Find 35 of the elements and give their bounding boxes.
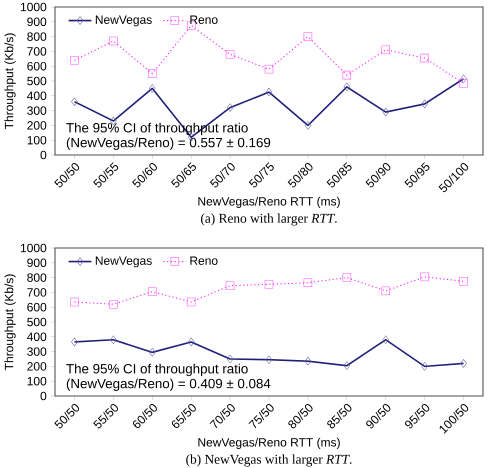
annotation: (NewVegas/Reno) = 0.409 ± 0.084 [66, 378, 270, 391]
legend-label: Reno [190, 16, 218, 24]
y-tick-label: 700 [27, 288, 46, 297]
y-tick-label: 500 [27, 76, 46, 86]
y-tick-label: 800 [27, 32, 46, 41]
annotation: (NewVegas/Reno) = 0.557 ± 0.169 [66, 138, 270, 150]
y-tick-label: 1000 [20, 2, 46, 12]
y-tick-label: 1000 [20, 244, 46, 252]
y-tick-label: 400 [26, 92, 46, 100]
text: (a) Reno with larger RTT. [201, 213, 337, 226]
y-axis-title: Throughput (Kb/s) [4, 274, 16, 370]
y-tick-label: 0 [40, 150, 46, 160]
x-axis-title: NewVegas/Reno RTT (ms) [198, 196, 340, 208]
y-tick-label: 200 [27, 362, 46, 371]
x-axis-title: NewVegas/Reno RTT (ms) [198, 438, 340, 449]
y-tick-label: 500 [27, 318, 46, 326]
y-tick-label: 600 [27, 62, 46, 70]
y-axis-title: Throughput (Kb/s) [4, 33, 16, 130]
y-tick-label: 0 [40, 392, 46, 400]
y-tick-label: 300 [27, 106, 46, 115]
annotation: The 95% CI of throughput ratio [66, 364, 248, 376]
text: (b) NewVegas with larger RTT. [186, 454, 352, 467]
y-tick-label: 900 [27, 18, 46, 26]
y-tick-label: 200 [27, 121, 46, 130]
y-tick-label: 100 [28, 136, 46, 144]
legend-label: Reno [190, 256, 218, 265]
y-tick-label: 600 [27, 302, 46, 312]
y-tick-label: 700 [27, 47, 46, 56]
y-tick-label: 400 [26, 332, 46, 342]
y-tick-label: 900 [27, 258, 46, 268]
y-tick-label: 100 [28, 376, 46, 386]
legend-label: NewVegas [96, 256, 152, 268]
y-tick-label: 300 [27, 347, 46, 356]
legend-label: NewVegas [96, 16, 152, 26]
y-tick-label: 800 [27, 273, 46, 282]
